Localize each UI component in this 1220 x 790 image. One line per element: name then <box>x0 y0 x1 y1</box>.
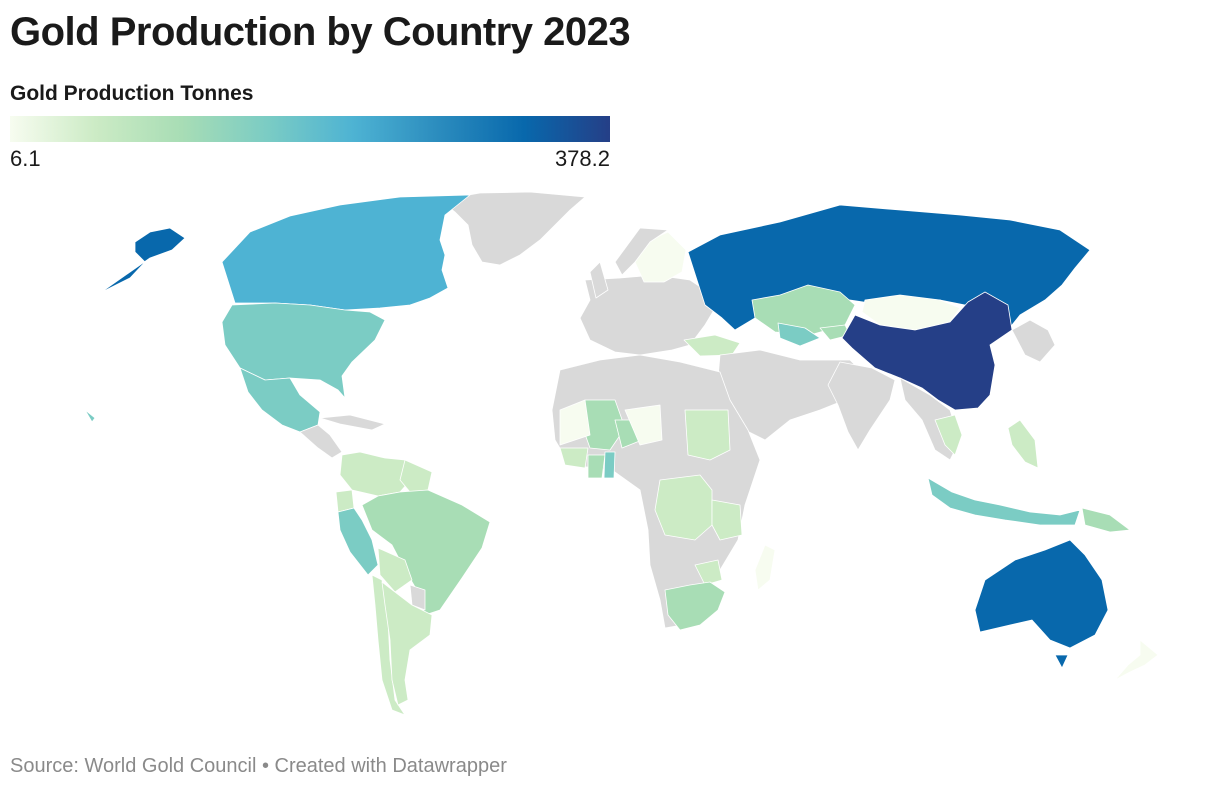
central-america[interactable] <box>299 424 343 459</box>
norway[interactable] <box>614 227 669 276</box>
japan-korea[interactable] <box>1011 319 1056 363</box>
guianas[interactable] <box>399 459 433 493</box>
mauritania[interactable] <box>559 399 591 446</box>
cote-d-ivoire[interactable] <box>587 454 606 479</box>
united-kingdom[interactable] <box>589 261 609 299</box>
caribbean[interactable] <box>319 414 386 431</box>
niger[interactable] <box>624 404 663 446</box>
tasmania[interactable] <box>1054 654 1069 669</box>
kazakhstan[interactable] <box>751 284 856 336</box>
source-note: Source: World Gold Council • Created wit… <box>10 755 507 777</box>
madagascar[interactable] <box>754 544 776 591</box>
legend-color-scale <box>10 116 610 142</box>
indonesia[interactable] <box>927 477 1081 526</box>
legend-min-label: 6.1 <box>10 146 41 171</box>
papua-new-guinea[interactable] <box>1081 507 1131 533</box>
china[interactable] <box>841 291 1013 411</box>
legend-max-label: 378.2 <box>554 146 610 171</box>
ghana[interactable] <box>603 451 616 479</box>
alaska[interactable] <box>99 227 186 294</box>
guinea[interactable] <box>559 447 589 469</box>
united-states[interactable] <box>221 302 386 399</box>
philippines[interactable] <box>1007 419 1039 469</box>
world-map <box>84 191 1159 716</box>
tanzania[interactable] <box>711 499 743 541</box>
greenland[interactable] <box>439 191 586 266</box>
hawaii[interactable] <box>84 409 96 423</box>
chart-title: Gold Production by Country 2023 <box>10 10 631 54</box>
australia[interactable] <box>974 539 1109 649</box>
india[interactable] <box>827 361 896 451</box>
new-zealand[interactable] <box>1114 639 1159 681</box>
argentina[interactable] <box>381 581 433 706</box>
legend-title: Gold Production Tonnes <box>10 82 254 105</box>
paraguay[interactable] <box>409 584 426 611</box>
bolivia[interactable] <box>377 547 413 593</box>
uzbekistan[interactable] <box>777 322 821 347</box>
south-africa[interactable] <box>664 581 726 631</box>
turkey[interactable] <box>683 334 741 357</box>
canada[interactable] <box>221 194 471 311</box>
laos-vietnam[interactable] <box>934 414 963 456</box>
zimbabwe[interactable] <box>694 559 723 586</box>
africa[interactable] <box>551 354 761 629</box>
peru[interactable] <box>337 507 379 576</box>
dr-congo[interactable] <box>654 474 713 541</box>
brazil[interactable] <box>361 489 491 616</box>
sudan[interactable] <box>684 409 731 461</box>
